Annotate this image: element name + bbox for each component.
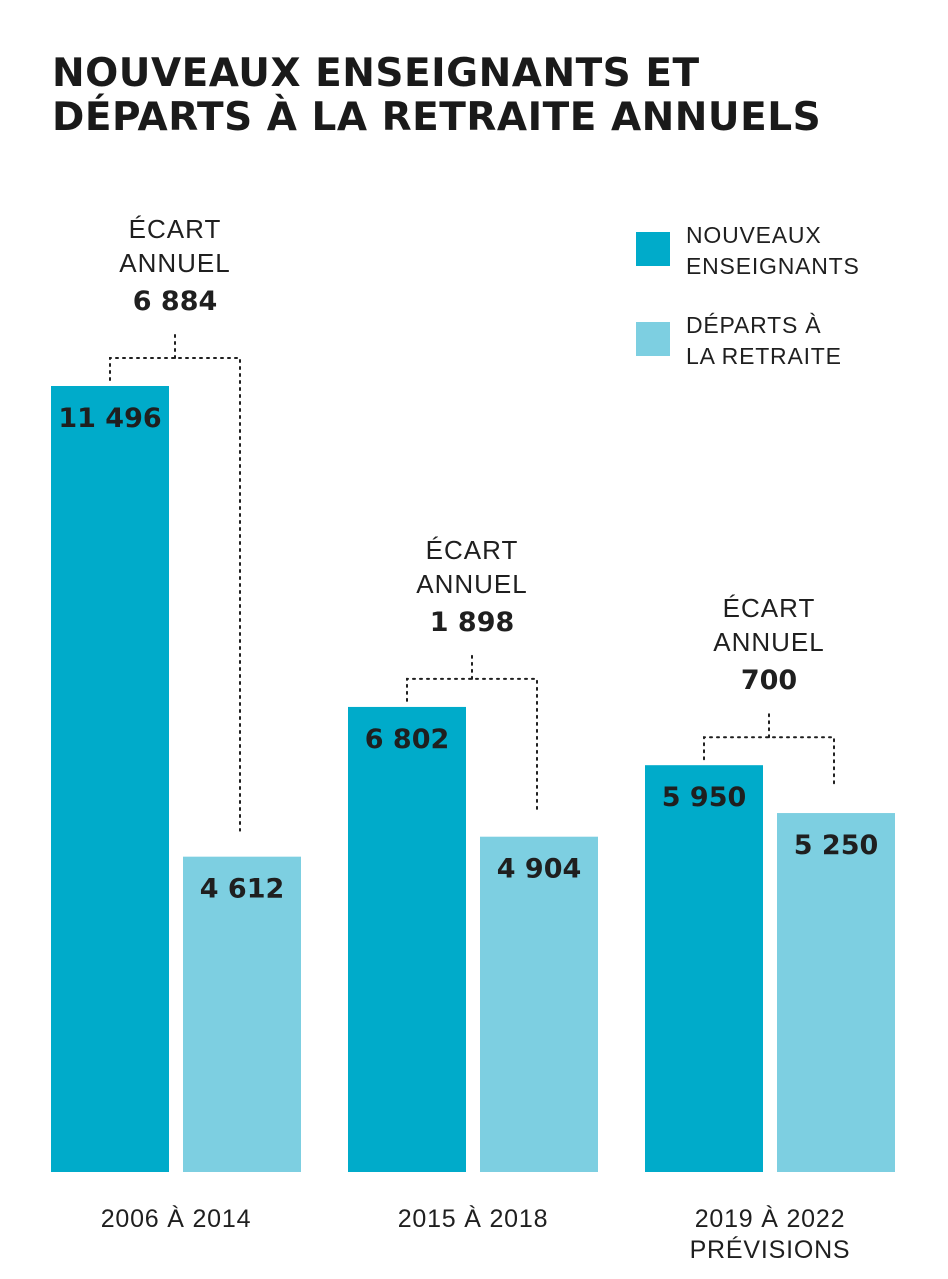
legend-label-departs: DÉPARTS À LA RETRAITE <box>686 310 906 372</box>
bar-nouveaux-0 <box>51 386 169 1172</box>
legend-swatch-nouveaux <box>636 232 670 266</box>
legend-swatch-departs <box>636 322 670 356</box>
gap-value-1: 1 898 <box>430 607 515 638</box>
category-label-0-0: 2006 À 2014 <box>101 1204 252 1233</box>
legend-label-nouveaux: NOUVEAUX ENSEIGNANTS <box>686 220 906 282</box>
legend-label-departs-line-2: LA RETRAITE <box>686 343 842 369</box>
bar-nouveaux-1 <box>348 706 466 1172</box>
gap-value-2: 700 <box>741 665 797 696</box>
bar-departs-2 <box>777 813 895 1172</box>
value-label-nouveaux-0: 11 496 <box>58 403 161 434</box>
value-label-departs-0: 4 612 <box>200 874 285 905</box>
title-line-1: NOUVEAUX ENSEIGNANTS ET <box>52 51 700 96</box>
gap-label-line2-1: ANNUEL <box>416 569 527 599</box>
legend-label-nouveaux-line-2: ENSEIGNANTS <box>686 253 860 279</box>
gap-value-0: 6 884 <box>133 286 218 317</box>
legend-label-departs-line-1: DÉPARTS À <box>686 312 822 338</box>
value-label-departs-2: 5 250 <box>794 830 879 861</box>
bar-departs-1 <box>480 836 598 1172</box>
bar-departs-0 <box>183 856 301 1172</box>
value-label-nouveaux-2: 5 950 <box>662 782 747 813</box>
category-label-2-0: 2019 À 2022 <box>695 1204 846 1233</box>
value-label-departs-1: 4 904 <box>497 854 582 885</box>
gap-label-line1-1: ÉCART <box>426 535 519 565</box>
title-line-2: DÉPARTS À LA RETRAITE ANNUELS <box>52 95 822 140</box>
category-label-1-0: 2015 À 2018 <box>398 1204 549 1233</box>
value-label-nouveaux-1: 6 802 <box>365 724 450 755</box>
chart-title: NOUVEAUX ENSEIGNANTS ET DÉPARTS À LA RET… <box>52 52 912 140</box>
legend-label-nouveaux-line-1: NOUVEAUX <box>686 222 822 248</box>
gap-label-line1-2: ÉCART <box>723 593 816 623</box>
category-label-2-1: PRÉVISIONS <box>690 1235 851 1264</box>
gap-label-line2-0: ANNUEL <box>119 248 230 278</box>
gap-label-line2-2: ANNUEL <box>713 627 824 657</box>
bar-nouveaux-2 <box>645 765 763 1172</box>
gap-label-line1-0: ÉCART <box>129 214 222 244</box>
